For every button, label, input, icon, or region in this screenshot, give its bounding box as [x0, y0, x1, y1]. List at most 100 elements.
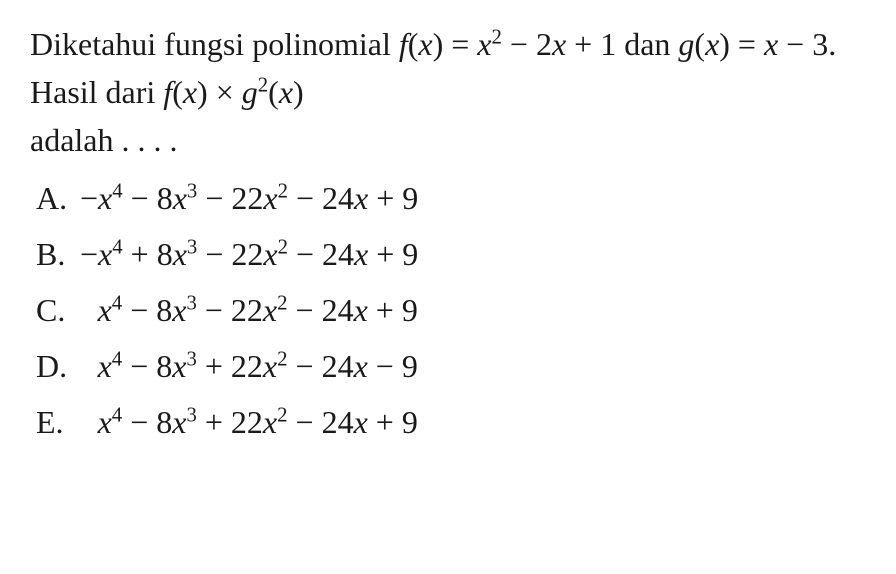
leading-sign: − — [80, 236, 98, 272]
term-power: 3 — [186, 291, 196, 314]
q-text-1: Diketahui fungsi polinomial — [30, 26, 399, 62]
term-var: x — [98, 236, 112, 272]
sym-x: x — [279, 74, 293, 110]
term-coeff: − 8 — [122, 348, 172, 384]
term-var: x — [263, 236, 277, 272]
option-expression: x4 − 8x3 + 22x2 − 24x + 9 — [80, 398, 866, 446]
term-var: x — [354, 236, 368, 272]
option-letter: D. — [30, 342, 80, 390]
sym-end: − 3 — [778, 26, 828, 62]
term-coeff: + 9 — [368, 180, 418, 216]
sym-x: x — [764, 26, 778, 62]
term-coeff: + 8 — [123, 236, 173, 272]
option-letter: E. — [30, 398, 80, 446]
term-coeff: + 9 — [368, 404, 418, 440]
sym-end: + 1 — [566, 26, 616, 62]
term-var: x — [173, 236, 187, 272]
term-power: 2 — [277, 291, 287, 314]
term-power: 4 — [112, 235, 122, 258]
term-coeff: − 24 — [288, 292, 354, 328]
term-power: 3 — [186, 403, 196, 426]
term-coeff: − 24 — [288, 180, 354, 216]
term-coeff: + 22 — [197, 348, 263, 384]
option-expression: x4 − 8x3 − 22x2 − 24x + 9 — [80, 286, 866, 334]
term-var: x — [354, 348, 368, 384]
page: Diketahui fungsi polinomial f(x) = x2 − … — [0, 0, 896, 574]
term-coeff: − 22 — [197, 236, 263, 272]
term-power: 3 — [187, 179, 197, 202]
term-power: 2 — [278, 235, 288, 258]
term-var: x — [263, 180, 277, 216]
sym-x: x — [705, 26, 719, 62]
term-var: x — [98, 180, 112, 216]
option-expression: −x4 + 8x3 − 22x2 − 24x + 9 — [80, 230, 866, 278]
q-text-2: dan — [624, 26, 678, 62]
option-expression: x4 − 8x3 + 22x2 − 24x − 9 — [80, 342, 866, 390]
fx-expr: f(x) = x2 − 2x + 1 — [399, 26, 616, 62]
term-var: x — [354, 292, 368, 328]
term-var: x — [172, 348, 186, 384]
sym-g: g — [242, 74, 258, 110]
term-power: 2 — [278, 179, 288, 202]
sym-open: ( — [172, 74, 183, 110]
sym-open: ( — [408, 26, 419, 62]
sym-eq: ) = — [433, 26, 478, 62]
sym-f: f — [163, 74, 172, 110]
sym-open: ( — [268, 74, 279, 110]
term-power: 4 — [112, 291, 122, 314]
sym-x: x — [418, 26, 432, 62]
term-power: 3 — [186, 347, 196, 370]
term-coeff: − 24 — [288, 236, 354, 272]
term-coeff: − 8 — [122, 292, 172, 328]
term-power: 4 — [112, 403, 122, 426]
sym-close-times: ) × — [197, 74, 242, 110]
term-power: 2 — [277, 403, 287, 426]
term-var: x — [354, 180, 368, 216]
term-var: x — [354, 404, 368, 440]
term-var: x — [263, 348, 277, 384]
term-power: 2 — [277, 347, 287, 370]
term-var: x — [98, 404, 112, 440]
option-letter: B. — [30, 230, 80, 278]
q-text-4: adalah . . . . — [30, 116, 866, 164]
term-var: x — [98, 348, 112, 384]
gx-expr: g(x) = x − 3 — [678, 26, 828, 62]
term-coeff: − 22 — [197, 292, 263, 328]
sym-open: ( — [694, 26, 705, 62]
term-power: 4 — [112, 179, 122, 202]
sym-pow: 2 — [258, 73, 268, 96]
sym-eq: ) = — [719, 26, 764, 62]
option-expression: −x4 − 8x3 − 22x2 − 24x + 9 — [80, 174, 866, 222]
term-var: x — [263, 404, 277, 440]
term-coeff: + 9 — [368, 292, 418, 328]
term-var: x — [263, 292, 277, 328]
term-coeff: − 8 — [123, 180, 173, 216]
term-power: 3 — [187, 235, 197, 258]
term-var: x — [98, 292, 112, 328]
sym-x: x — [552, 26, 566, 62]
sym-close: ) — [293, 74, 304, 110]
term-coeff: − 22 — [197, 180, 263, 216]
sym-mid: − 2 — [502, 26, 552, 62]
term-coeff: − 24 — [288, 404, 354, 440]
sym-x: x — [183, 74, 197, 110]
term-var: x — [173, 180, 187, 216]
leading-sign: − — [80, 180, 98, 216]
sym-f: f — [399, 26, 408, 62]
option-letter: A. — [30, 174, 80, 222]
term-var: x — [172, 404, 186, 440]
term-coeff: − 8 — [122, 404, 172, 440]
term-coeff: + 22 — [197, 404, 263, 440]
sym-pow: 2 — [492, 25, 502, 48]
question-stem: Diketahui fungsi polinomial f(x) = x2 − … — [30, 20, 866, 164]
option-letter: C. — [30, 286, 80, 334]
term-coeff: + 9 — [368, 236, 418, 272]
term-coeff: − 9 — [368, 348, 418, 384]
sym-x: x — [477, 26, 491, 62]
term-power: 4 — [112, 347, 122, 370]
options-list: A.−x4 − 8x3 − 22x2 − 24x + 9B.−x4 + 8x3 … — [30, 174, 866, 446]
product-expr: f(x) × g2(x) — [163, 74, 303, 110]
sym-g: g — [678, 26, 694, 62]
term-var: x — [172, 292, 186, 328]
term-coeff: − 24 — [288, 348, 354, 384]
